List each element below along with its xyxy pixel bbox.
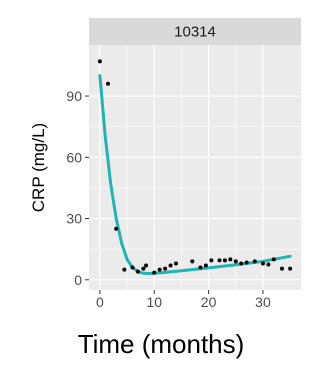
data-point — [233, 259, 238, 264]
data-point — [239, 261, 244, 266]
y-axis-ticks: 0 30 60 90 — [66, 88, 89, 288]
data-point — [228, 257, 233, 262]
data-point — [260, 261, 265, 266]
fit-line — [98, 74, 292, 275]
data-point — [209, 258, 214, 263]
x-axis-ticks: 0 10 20 30 — [96, 290, 271, 310]
data-point — [144, 263, 149, 268]
x-tick-label: 20 — [201, 294, 217, 310]
data-point — [97, 59, 102, 64]
data-point — [198, 265, 203, 270]
facet-strip-label: 10314 — [174, 23, 216, 40]
y-axis-title: CRP (mg/L) — [29, 123, 48, 212]
data-point — [114, 226, 119, 231]
y-tick-label: 0 — [74, 272, 82, 288]
data-point — [271, 257, 276, 262]
gridlines — [89, 45, 301, 290]
strip: 10314 — [89, 18, 301, 45]
data-point — [266, 262, 271, 267]
data-point — [152, 270, 157, 275]
y-tick-label: 60 — [66, 149, 82, 165]
data-point — [173, 261, 178, 266]
data-point — [288, 266, 293, 271]
data-point — [135, 269, 140, 274]
x-axis-title: Time (months) — [78, 329, 245, 359]
y-tick-label: 30 — [66, 211, 82, 227]
data-point — [168, 263, 173, 268]
data-point — [203, 263, 208, 268]
x-tick-label: 0 — [96, 294, 104, 310]
x-tick-label: 10 — [146, 294, 162, 310]
data-point — [279, 266, 284, 271]
data-point — [130, 265, 135, 270]
data-point — [106, 81, 111, 86]
plot-panel — [89, 45, 301, 290]
facet-strip-background — [89, 18, 301, 45]
data-point — [190, 259, 195, 264]
data-point — [217, 258, 222, 263]
data-point — [244, 260, 249, 265]
data-point — [252, 259, 257, 264]
data-point — [163, 266, 168, 271]
data-points — [97, 59, 293, 275]
data-point — [157, 267, 162, 272]
data-point — [222, 258, 227, 263]
x-tick-label: 30 — [255, 294, 271, 310]
data-point — [141, 266, 146, 271]
y-tick-label: 90 — [66, 88, 82, 104]
fit-line-group — [98, 74, 292, 275]
data-point — [122, 267, 127, 272]
